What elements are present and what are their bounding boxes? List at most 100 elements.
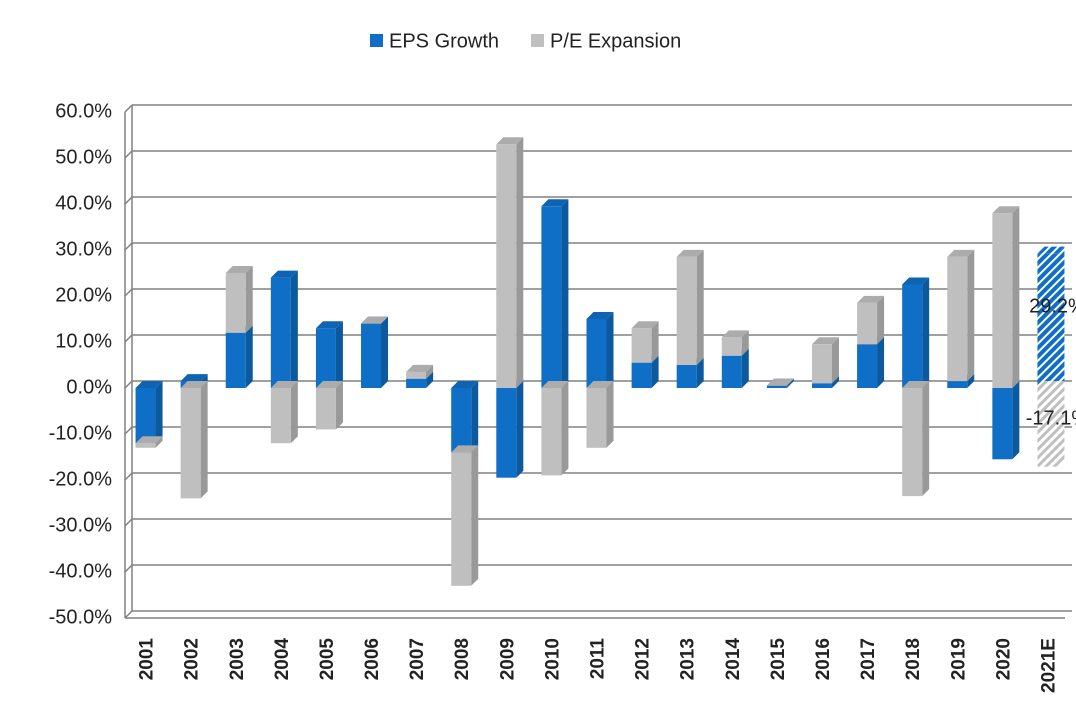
bar [947, 256, 968, 382]
x-tick-label: 2008 [452, 638, 473, 680]
x-tick-label: 2014 [723, 638, 744, 681]
grid-line-depth [124, 104, 133, 113]
bar-top [947, 249, 975, 257]
x-tick-label: 2016 [813, 638, 834, 680]
bar-side [696, 358, 704, 388]
x-tick-label: 2012 [633, 638, 654, 680]
bar-side [335, 321, 343, 388]
bar-side [155, 381, 163, 444]
bar [451, 388, 472, 453]
bar-top [496, 137, 524, 145]
bar [631, 328, 652, 363]
bar-side [696, 249, 704, 365]
bar-top [451, 381, 479, 388]
bar-top [902, 277, 930, 285]
bar-top [451, 445, 479, 453]
bar [135, 388, 156, 444]
grid-line-depth [124, 610, 133, 619]
y-tick-label: 10.0% [55, 330, 112, 352]
bar-side [606, 381, 614, 448]
bar [225, 332, 246, 388]
bar [902, 284, 923, 388]
x-tick-label: 2003 [227, 638, 248, 680]
bar-side [245, 325, 253, 388]
bar-side [335, 381, 343, 430]
grid-line-depth [124, 334, 133, 343]
bar [541, 388, 562, 476]
bar [270, 277, 291, 388]
bar-side [1012, 206, 1020, 388]
bar-top [1037, 246, 1065, 254]
x-tick-label: 2004 [272, 638, 293, 681]
bar-top [811, 337, 839, 345]
bar [1037, 253, 1058, 388]
bar [135, 443, 156, 448]
y-tick-label: 40.0% [55, 192, 112, 214]
bar [496, 144, 517, 388]
bar-side [967, 249, 975, 382]
bar-side [290, 381, 298, 444]
bar [451, 452, 472, 586]
bar-side [426, 364, 434, 379]
bar [586, 319, 607, 388]
bar-top [135, 381, 163, 388]
x-tick-label: 2015 [768, 638, 789, 681]
bar [406, 371, 427, 379]
bar-top [541, 381, 569, 388]
y-tick-label: 20.0% [55, 284, 112, 306]
y-tick-label: 50.0% [55, 146, 112, 168]
grid-line-depth [124, 150, 133, 159]
bar-top [631, 321, 659, 329]
grid-line-depth [124, 518, 133, 527]
bar-side [381, 316, 389, 388]
x-tick-label: 2010 [542, 638, 563, 680]
grid-line-depth [124, 472, 133, 481]
grid-line-depth [124, 380, 133, 389]
grid-line-depth [124, 426, 133, 435]
y-tick-label: -20.0% [49, 468, 113, 490]
bar-side [922, 381, 930, 497]
bar [361, 323, 382, 388]
legend-swatch [370, 34, 383, 47]
bar [902, 388, 923, 497]
bar-side [200, 381, 208, 499]
bar-top [676, 249, 704, 257]
bar-top [541, 199, 569, 207]
x-tick-label: 2018 [903, 638, 924, 680]
bar [406, 378, 427, 388]
bar-side [245, 266, 253, 333]
bar [270, 388, 291, 444]
x-tick-label: 2005 [317, 638, 338, 681]
bar [947, 381, 968, 388]
bar [857, 344, 878, 388]
bar-side [741, 348, 749, 388]
bar-top [315, 321, 343, 329]
bar-side [651, 321, 659, 363]
bar-side [1057, 381, 1065, 467]
bar-side [786, 378, 794, 388]
bar [857, 302, 878, 345]
bar-side [426, 371, 434, 388]
legend-swatch [531, 34, 545, 47]
bar [676, 256, 697, 365]
bar [1037, 388, 1058, 467]
bar-side [471, 381, 479, 453]
y-tick-label: -40.0% [49, 560, 113, 582]
bar-top [992, 206, 1020, 214]
y-tick-label: -10.0% [49, 422, 113, 444]
y-tick-label: 60.0% [55, 100, 112, 122]
x-tick-label: 2021E [1038, 638, 1059, 693]
x-tick-label: 2001 [137, 638, 158, 681]
bar-top [225, 266, 253, 273]
bar [811, 344, 832, 384]
bar [315, 328, 336, 388]
bar [180, 388, 201, 499]
y-tick-label: 0.0% [66, 376, 112, 398]
bar [586, 388, 607, 448]
bar-side [877, 337, 885, 388]
bar-side [516, 381, 524, 478]
grid-line-depth [124, 196, 133, 205]
x-tick-label: 2013 [678, 638, 699, 680]
bar [992, 213, 1013, 388]
